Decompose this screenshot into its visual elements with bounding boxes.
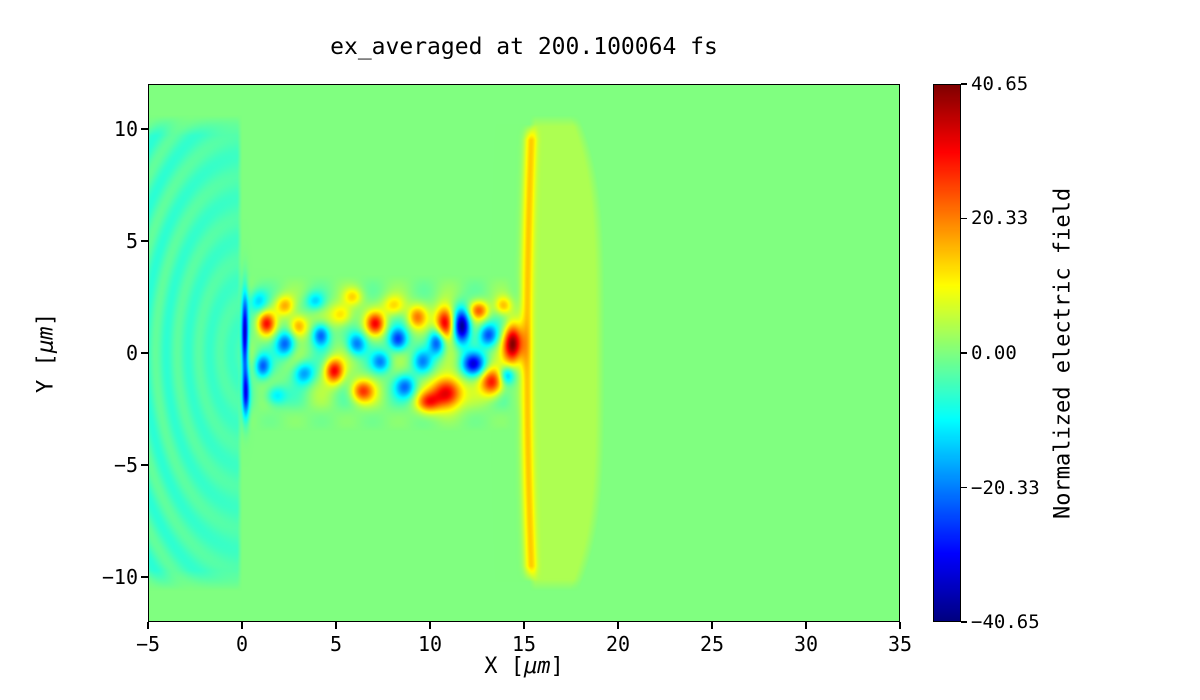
colorbar-tick-mark bbox=[961, 83, 967, 85]
x-axis-label-post: ] bbox=[550, 654, 564, 679]
x-tick-label: 25 bbox=[699, 632, 725, 656]
colorbar-tick-label: 20.33 bbox=[971, 207, 1029, 230]
x-axis-label-mu: μm bbox=[524, 654, 551, 679]
y-tick-mark bbox=[141, 352, 148, 354]
y-axis-label-pre: Y [ bbox=[33, 353, 59, 393]
colorbar-tick-label: 0.00 bbox=[971, 342, 1017, 364]
y-tick-label: −10 bbox=[101, 565, 138, 590]
heatmap-canvas bbox=[148, 84, 900, 622]
colorbar-tick-mark bbox=[961, 621, 967, 623]
x-tick-label: 15 bbox=[511, 632, 537, 656]
colorbar-tick-mark bbox=[961, 352, 967, 354]
x-tick-label: 0 bbox=[235, 632, 249, 656]
x-tick-label: 30 bbox=[793, 632, 819, 656]
x-tick-label: −5 bbox=[135, 632, 161, 656]
x-tick-label: 20 bbox=[605, 632, 631, 656]
y-tick-label: 5 bbox=[125, 228, 138, 253]
y-axis-label-mu: μm bbox=[33, 326, 59, 354]
x-tick-mark bbox=[617, 622, 619, 629]
y-tick-label: 10 bbox=[113, 116, 138, 141]
y-axis-label-post: ] bbox=[33, 313, 59, 327]
x-tick-mark bbox=[147, 622, 149, 629]
colorbar-canvas bbox=[933, 84, 961, 622]
x-tick-mark bbox=[241, 622, 243, 629]
x-tick-mark bbox=[899, 622, 901, 629]
x-axis-label-pre: X [ bbox=[484, 654, 524, 679]
x-tick-mark bbox=[805, 622, 807, 629]
y-tick-mark bbox=[141, 240, 148, 242]
colorbar-tick-label: 40.65 bbox=[971, 73, 1029, 95]
x-tick-mark bbox=[523, 622, 525, 629]
colorbar-tick-label: −20.33 bbox=[971, 476, 1040, 499]
x-tick-label: 10 bbox=[417, 632, 443, 656]
colorbar-tick-mark bbox=[961, 486, 967, 489]
x-tick-mark bbox=[335, 622, 337, 629]
y-tick-mark bbox=[141, 464, 148, 466]
colorbar-tick-label: −40.65 bbox=[971, 611, 1040, 633]
colorbar-tick-mark bbox=[961, 217, 967, 220]
plot-title: ex_averaged at 200.100064 fs bbox=[330, 34, 718, 60]
y-tick-label: 0 bbox=[125, 341, 138, 365]
x-tick-label: 5 bbox=[329, 632, 343, 656]
y-tick-mark bbox=[141, 128, 148, 130]
x-tick-label: 35 bbox=[887, 632, 913, 656]
y-tick-label: −5 bbox=[113, 453, 138, 478]
x-axis-label: X [μm] bbox=[148, 654, 900, 679]
x-tick-mark bbox=[711, 622, 713, 629]
y-tick-mark bbox=[141, 576, 148, 578]
x-tick-mark bbox=[429, 622, 431, 629]
